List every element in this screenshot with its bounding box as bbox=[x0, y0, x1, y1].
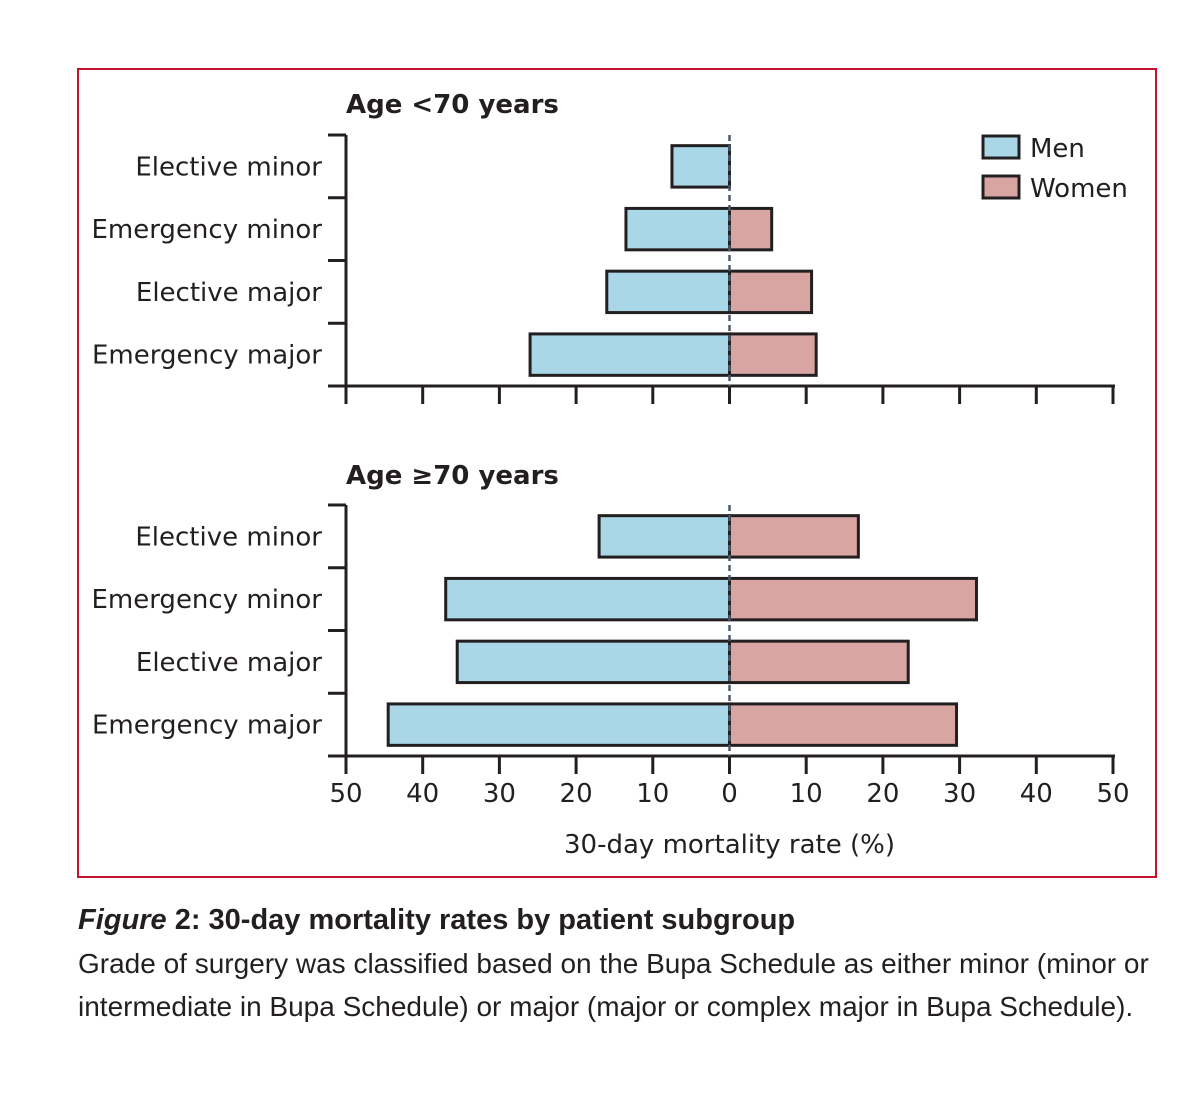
bar-men bbox=[597, 514, 731, 559]
category-label: Elective major bbox=[136, 278, 322, 308]
bar-men bbox=[528, 332, 732, 377]
category-label: Emergency major bbox=[92, 341, 322, 371]
bar-women bbox=[728, 576, 978, 622]
x-tick-label: 10 bbox=[790, 779, 823, 809]
category-label: Elective minor bbox=[135, 152, 322, 182]
legend-swatch-women bbox=[981, 174, 1021, 200]
caption-number: 2: bbox=[174, 904, 201, 936]
x-tick-label: 20 bbox=[560, 779, 593, 809]
caption-label: Figure bbox=[78, 904, 167, 936]
bar-men bbox=[455, 639, 731, 685]
bar-women bbox=[728, 206, 774, 252]
category-label: Emergency major bbox=[92, 711, 322, 741]
bar-men bbox=[624, 206, 732, 252]
bar-women bbox=[728, 332, 818, 377]
x-tick-label: 10 bbox=[636, 779, 669, 809]
bar-women bbox=[728, 639, 910, 685]
x-tick-label: 40 bbox=[406, 779, 439, 809]
category-label: Emergency minor bbox=[91, 215, 322, 245]
x-tick-label: 30 bbox=[483, 779, 516, 809]
caption-body: Grade of surgery was classified based on… bbox=[78, 948, 1149, 1022]
bar-men bbox=[386, 702, 731, 747]
x-tick-label: 50 bbox=[329, 779, 362, 809]
bar-men bbox=[605, 269, 732, 315]
panel-title: Age ≥70 years bbox=[346, 461, 559, 491]
bar-men bbox=[444, 576, 731, 622]
category-label: Emergency minor bbox=[91, 585, 322, 615]
caption-title: Figure 2: 30-day mortality rates by pati… bbox=[78, 898, 1168, 942]
bar-women bbox=[728, 514, 860, 559]
bar-women bbox=[728, 269, 814, 315]
panel-title: Age <70 years bbox=[346, 90, 559, 120]
x-tick-label: 40 bbox=[1020, 779, 1053, 809]
x-tick-label: 0 bbox=[721, 779, 738, 809]
category-label: Elective major bbox=[136, 648, 322, 678]
x-tick-label: 50 bbox=[1096, 779, 1129, 809]
figure-frame bbox=[77, 68, 1157, 878]
legend-label-men: Men bbox=[1030, 134, 1085, 164]
figure-chart: Age <70 years Elective minor Emergency min… bbox=[77, 68, 1157, 878]
figure-caption: Figure 2: 30-day mortality rates by pati… bbox=[78, 898, 1168, 1028]
x-tick-label: 30 bbox=[943, 779, 976, 809]
panel-1: Age <70 years Elective minor Emergency min… bbox=[91, 90, 1115, 404]
x-tick-label: 20 bbox=[866, 779, 899, 809]
legend-swatch-men bbox=[981, 134, 1021, 160]
legend-label-women: Women bbox=[1030, 174, 1128, 204]
category-label: Elective minor bbox=[135, 522, 322, 552]
legend: Men Women bbox=[981, 134, 1128, 204]
panel-2: Age ≥70 years Elective minor Emergency min… bbox=[91, 461, 1129, 860]
bar-women bbox=[728, 702, 959, 747]
x-axis-label: 30-day mortality rate (%) bbox=[564, 830, 895, 860]
bar-men bbox=[670, 144, 731, 189]
caption-title-text: 30-day mortality rates by patient subgro… bbox=[208, 904, 796, 936]
